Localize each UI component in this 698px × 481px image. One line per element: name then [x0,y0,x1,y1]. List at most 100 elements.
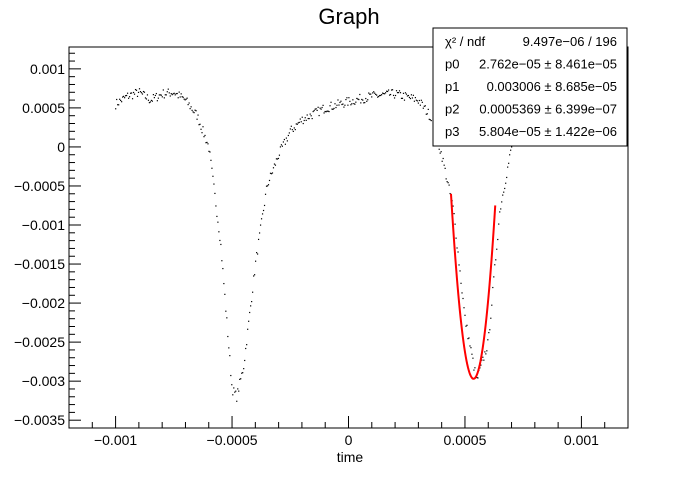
data-point [206,141,208,144]
data-point [352,99,354,101]
data-point [259,224,262,226]
data-point [376,94,378,96]
data-point [120,99,122,102]
data-point [127,97,130,99]
data-point [142,90,145,93]
data-point [391,89,394,91]
data-point [189,108,191,110]
data-point [425,113,427,115]
data-point [380,94,382,97]
data-point [420,99,422,101]
y-tick-label: 0.0005 [22,100,65,116]
data-point [284,143,286,145]
data-point [247,328,249,330]
data-point [442,157,444,160]
data-point [203,136,205,138]
data-point [455,237,457,239]
data-point [371,96,373,98]
data-point [228,347,230,349]
data-point [190,106,192,108]
data-point [417,102,419,104]
data-point [464,314,466,316]
data-point [249,311,251,314]
data-point [320,108,322,110]
data-point [238,390,240,392]
data-point [283,138,285,141]
data-point [354,103,356,105]
data-point [509,154,511,156]
data-point [174,94,176,96]
data-point [415,99,417,101]
data-point [350,104,352,106]
data-point [119,98,121,100]
data-point [303,119,305,122]
data-point [202,126,204,128]
data-point [471,353,473,355]
data-point [395,90,398,92]
data-point [243,368,245,370]
data-point [480,364,482,366]
data-point [423,105,425,107]
data-point [281,145,284,147]
y-tick-label: −0.001 [22,217,65,233]
stats-row-name: χ² / ndf [445,34,485,49]
chart-title: Graph [318,4,379,29]
x-tick-label: 0 [345,432,353,448]
data-point [179,96,181,98]
data-point [406,95,409,97]
data-point [233,387,235,389]
data-point [257,238,260,241]
data-point [168,92,170,94]
data-point [290,125,292,127]
data-point [129,92,132,94]
data-point [363,102,365,104]
data-point [237,388,239,390]
data-point [223,282,225,285]
data-point [192,111,194,113]
data-point [308,117,310,120]
data-point [438,148,440,150]
data-point [446,181,448,183]
data-point [418,99,420,102]
x-axis-label: time [337,449,364,465]
data-point [485,353,487,355]
data-point [500,208,502,210]
data-point [275,158,278,160]
data-point [253,275,255,277]
data-point [429,119,431,121]
data-point [151,100,154,102]
data-point [218,231,220,233]
data-point [481,359,483,361]
data-point [271,172,274,174]
data-point [153,97,155,99]
data-point [141,93,144,95]
data-point [182,96,184,98]
x-tick-label: 0.0005 [444,432,487,448]
data-point [412,94,414,96]
data-point [476,376,478,379]
data-point [502,194,504,196]
data-point [199,123,201,125]
data-point [427,108,429,110]
data-point [310,115,312,117]
data-point [176,92,178,95]
data-point [297,122,299,124]
data-point [355,101,357,103]
data-point [198,124,200,126]
data-point [140,92,143,94]
data-point [457,251,459,253]
data-point [227,335,229,338]
data-point [121,101,123,103]
data-point [401,97,404,99]
data-point [386,90,389,93]
data-point [124,97,126,99]
y-tick-label: −0.0035 [14,412,65,428]
data-point [246,344,248,346]
data-point [226,317,228,319]
data-point [510,149,512,151]
data-point [183,98,185,100]
data-point [445,178,447,180]
data-point [383,92,385,95]
data-point [468,337,470,339]
data-point [205,142,207,144]
